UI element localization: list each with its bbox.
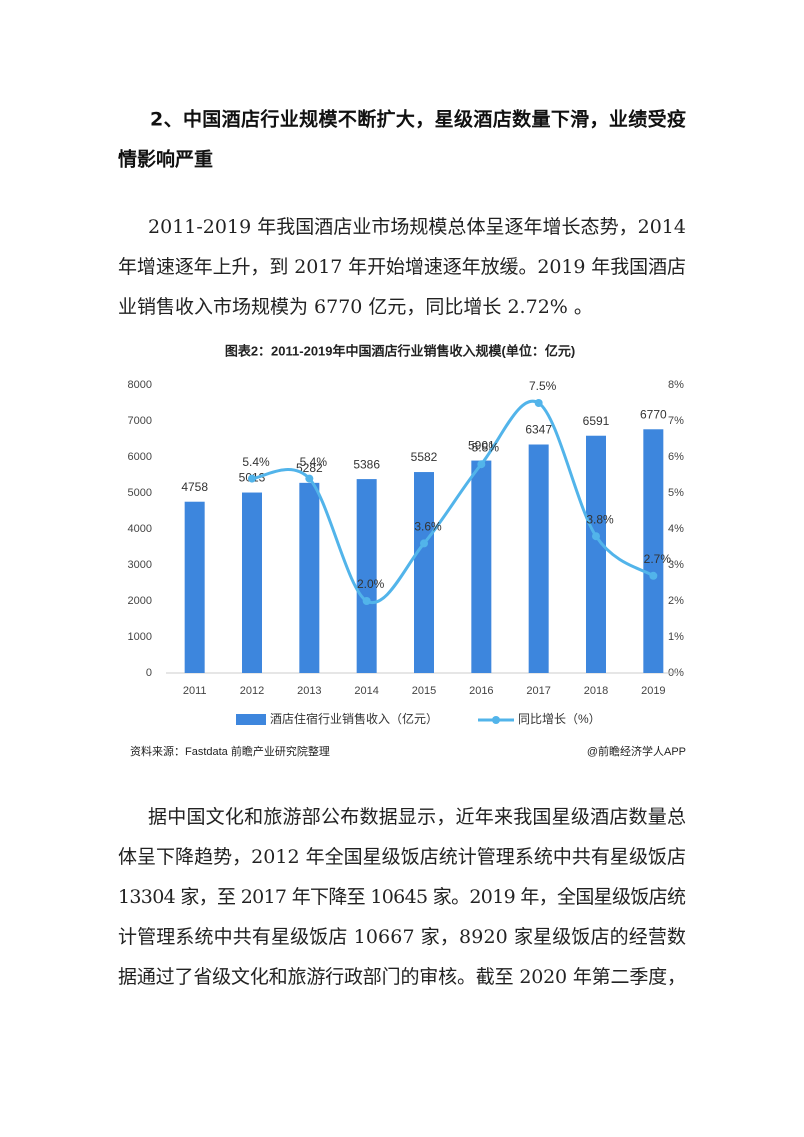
y2-tick-label: 1% bbox=[668, 631, 684, 643]
line-label: 3.6% bbox=[414, 520, 442, 534]
bar bbox=[643, 429, 664, 673]
bar bbox=[242, 492, 262, 673]
text-line: 计管理系统中共有星级饭店 10667 家，8920 家星级饭店的经营数 bbox=[118, 926, 686, 948]
x-tick-label: 2011 bbox=[183, 685, 207, 697]
x-tick-label: 2015 bbox=[412, 685, 436, 697]
y2-tick-label: 5% bbox=[668, 487, 684, 499]
y-tick-label: 6000 bbox=[128, 451, 152, 463]
bar bbox=[586, 435, 606, 673]
y2-tick-label: 2% bbox=[668, 595, 684, 607]
x-tick-label: 2018 bbox=[584, 685, 608, 697]
y2-tick-label: 4% bbox=[668, 523, 684, 535]
y-tick-label: 0 bbox=[146, 667, 152, 679]
credit: @前瞻经济学人APP bbox=[587, 744, 686, 758]
text-line: 体呈下降趋势，2012 年全国星级饭店统计管理系统中共有星级饭店 bbox=[118, 846, 686, 868]
line-label: 3.8% bbox=[586, 512, 614, 526]
bar-label: 5582 bbox=[411, 450, 438, 464]
bar-label: 4758 bbox=[181, 480, 208, 494]
line-point bbox=[305, 474, 314, 483]
line-label: 5.8% bbox=[472, 440, 500, 454]
x-tick-label: 2012 bbox=[240, 685, 264, 697]
text-line: 2011-2019 年我国酒店业市场规模总体呈逐年增长态势，2014 bbox=[148, 216, 686, 238]
line-label: 5.4% bbox=[242, 455, 270, 469]
line-point bbox=[649, 571, 658, 580]
x-tick-label: 2014 bbox=[354, 685, 378, 697]
line-point bbox=[362, 597, 371, 605]
y-tick-label: 7000 bbox=[128, 415, 152, 427]
text-line: 13304 家，至 2017 年下降至 10645 家。2019 年，全国星级饭… bbox=[118, 886, 686, 908]
chart-title: 图表2：2011-2019年中国酒店行业销售收入规模(单位：亿元) bbox=[225, 343, 575, 358]
bar bbox=[528, 444, 549, 673]
text-line: 业销售收入市场规模为 6770 亿元，同比增长 2.72% 。 bbox=[118, 296, 593, 318]
bar-label: 5282 bbox=[296, 461, 323, 475]
bar bbox=[414, 472, 434, 673]
y2-tick-label: 8% bbox=[668, 379, 684, 391]
legend-label: 同比增长（%） bbox=[518, 712, 601, 726]
y2-tick-label: 3% bbox=[668, 559, 684, 571]
x-tick-label: 2016 bbox=[469, 685, 493, 697]
text-line: 年增速逐年上升，到 2017 年开始增速逐年放缓。2019 年我国酒店 bbox=[118, 256, 686, 278]
bar bbox=[356, 479, 377, 673]
legend-swatch bbox=[236, 714, 266, 725]
growth-line bbox=[251, 399, 655, 605]
x-tick-label: 2017 bbox=[526, 685, 550, 697]
bar bbox=[299, 482, 320, 673]
line-label: 5.4% bbox=[300, 455, 328, 469]
bar-label: 5386 bbox=[353, 457, 380, 471]
line-label: 2.0% bbox=[357, 577, 385, 591]
line-point bbox=[534, 399, 543, 407]
line-label: 2.7% bbox=[644, 552, 672, 566]
line-point bbox=[420, 539, 428, 548]
y2-tick-label: 6% bbox=[668, 451, 684, 463]
text-line: 情影响严重 bbox=[118, 148, 213, 171]
line-point bbox=[248, 474, 256, 483]
legend-label: 酒店住宿行业销售收入（亿元） bbox=[270, 711, 438, 726]
line-point bbox=[477, 460, 486, 469]
line-point bbox=[592, 532, 600, 541]
bar-label: 6591 bbox=[583, 414, 610, 428]
bar-label: 6347 bbox=[525, 423, 552, 437]
bar-label: 5901 bbox=[468, 439, 495, 453]
text-line: 据中国文化和旅游部公布数据显示，近年来我国星级酒店数量总 bbox=[148, 806, 686, 828]
text-line: 2、中国酒店行业规模不断扩大，星级酒店数量下滑，业绩受疫 bbox=[150, 108, 686, 131]
y-tick-label: 2000 bbox=[128, 595, 152, 607]
y-tick-label: 4000 bbox=[128, 523, 152, 535]
source: 资料来源：Fastdata 前瞻产业研究院整理 bbox=[130, 744, 330, 758]
legend-swatch bbox=[492, 716, 500, 724]
y2-tick-label: 7% bbox=[668, 415, 684, 427]
y-tick-label: 5000 bbox=[128, 487, 152, 499]
y-tick-label: 1000 bbox=[128, 631, 152, 643]
bar-label: 6770 bbox=[640, 407, 667, 421]
x-tick-label: 2013 bbox=[297, 685, 321, 697]
y-tick-label: 3000 bbox=[128, 559, 152, 571]
text-line: 据通过了省级文化和旅游行政部门的审核。截至 2020 年第二季度， bbox=[118, 966, 686, 988]
bar bbox=[471, 460, 492, 673]
x-tick-label: 2019 bbox=[641, 685, 665, 697]
bar bbox=[184, 501, 205, 673]
line-label: 7.5% bbox=[529, 379, 557, 393]
y-tick-label: 8000 bbox=[128, 379, 152, 391]
